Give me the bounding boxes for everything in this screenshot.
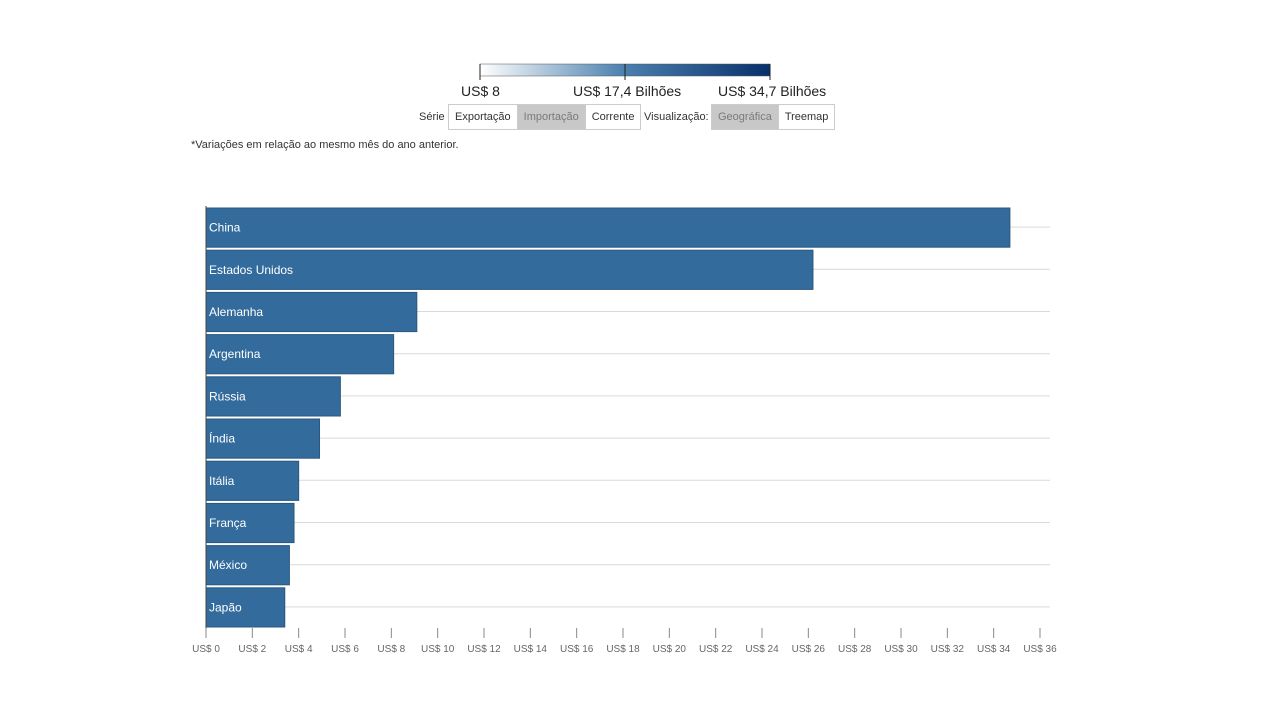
x-tick-label: US$ 16: [560, 644, 594, 655]
x-tick-label: US$ 22: [699, 644, 733, 655]
serie-label: Série: [419, 111, 445, 123]
color-scale-legend: [479, 63, 771, 80]
bar[interactable]: [205, 207, 1011, 248]
bar[interactable]: [205, 334, 395, 375]
bar-label: Estados Unidos: [209, 263, 293, 277]
view-button-treemap[interactable]: Treemap: [778, 105, 835, 129]
bar-label: França: [209, 516, 247, 530]
legend-min-label: US$ 8: [461, 83, 500, 99]
bar-label: México: [209, 558, 247, 572]
x-tick-label: US$ 20: [653, 644, 687, 655]
x-tick-label: US$ 24: [745, 644, 779, 655]
serie-button-group: Exportação Importação Corrente: [448, 104, 642, 130]
bar[interactable]: [205, 587, 286, 628]
footnote: *Variações em relação ao mesmo mês do an…: [191, 139, 459, 151]
x-tick-label: US$ 36: [1023, 644, 1057, 655]
bar-label: Alemanha: [209, 305, 263, 319]
bar[interactable]: [205, 502, 295, 544]
x-tick-label: US$ 32: [931, 644, 965, 655]
legend-max-label: US$ 34,7 Bilhões: [718, 83, 827, 99]
bar-label: Itália: [209, 474, 235, 488]
x-tick-label: US$ 0: [192, 644, 220, 655]
x-tick-label: US$ 10: [421, 644, 455, 655]
bar[interactable]: [205, 460, 300, 501]
bar-label: Índia: [209, 431, 235, 446]
x-tick-label: US$ 34: [977, 644, 1011, 655]
x-tick-label: US$ 2: [238, 644, 266, 655]
bar[interactable]: [205, 249, 814, 290]
view-button-group: Geográfica Treemap: [711, 104, 836, 130]
x-tick-label: US$ 4: [285, 644, 313, 655]
bar-label: Rússia: [209, 389, 246, 403]
x-tick-label: US$ 8: [377, 644, 405, 655]
bar-label: Argentina: [209, 347, 261, 361]
x-tick-label: US$ 26: [792, 644, 826, 655]
bar-layer: China Estados Unidos Alemanha Argentina Rúss…: [205, 207, 1011, 628]
legend-mid-label: US$ 17,4 Bilhões: [573, 83, 682, 99]
x-tick-label: US$ 6: [331, 644, 359, 655]
view-button-geografica[interactable]: Geográfica: [712, 105, 779, 129]
x-tick-label: US$ 30: [884, 644, 918, 655]
x-tick-label: US$ 12: [467, 644, 501, 655]
serie-button-importacao[interactable]: Importação: [517, 105, 586, 129]
bar-label: Japão: [209, 600, 242, 614]
bar[interactable]: [205, 418, 321, 459]
bar[interactable]: [205, 545, 290, 586]
x-tick-label: US$ 28: [838, 644, 872, 655]
bar-label: China: [209, 221, 241, 235]
x-tick-label: US$ 14: [514, 644, 548, 655]
serie-button-corrente[interactable]: Corrente: [585, 105, 641, 129]
x-axis: US$ 0 US$ 2 US$ 4 US$ 6 US$ 8 US$ 10 US$ 12 US$…: [192, 206, 1057, 655]
x-tick-label: US$ 18: [606, 644, 640, 655]
view-label: Visualização:: [644, 111, 709, 123]
serie-button-exportacao[interactable]: Exportação: [449, 105, 518, 129]
